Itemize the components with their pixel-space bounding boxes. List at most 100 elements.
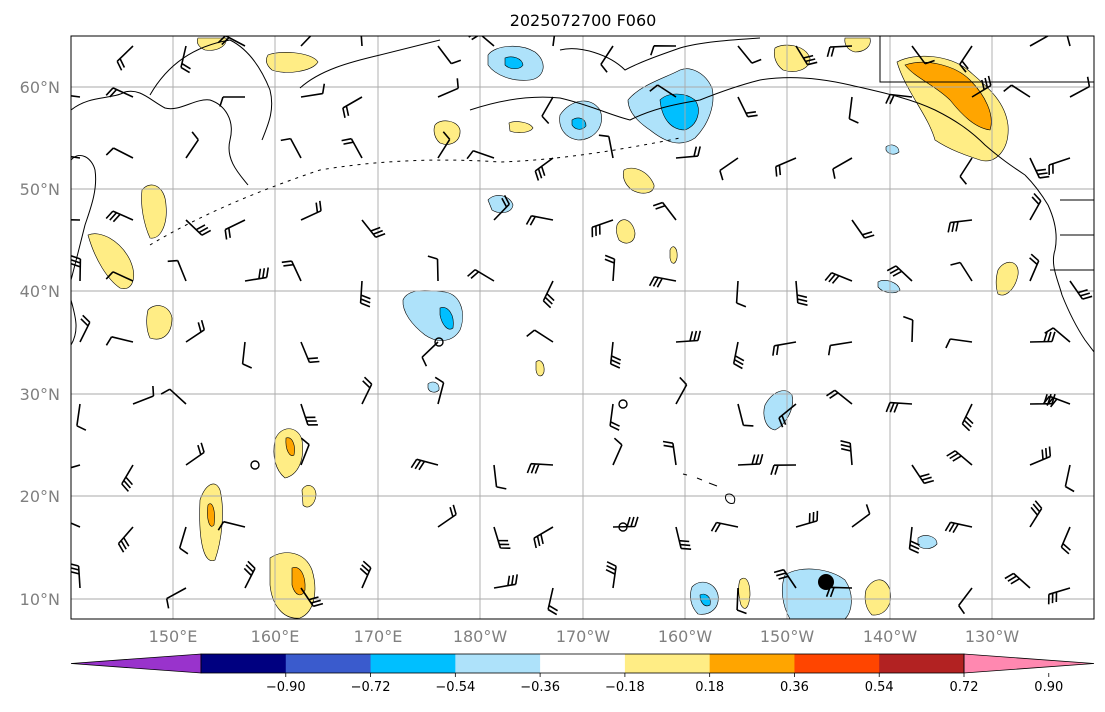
wind-barb (434, 376, 445, 405)
wind-barb (851, 219, 875, 239)
wind-barb (675, 376, 688, 405)
calm-circle (618, 399, 628, 409)
wind-barb (1004, 572, 1031, 589)
wind-barb (1029, 446, 1052, 466)
wind-barb (1029, 253, 1040, 282)
contour-negative-area (427, 381, 440, 393)
wind-barb (710, 521, 739, 533)
coastline-kamchatka (149, 39, 273, 141)
contour-positive-area (266, 52, 319, 73)
wind-barb (1029, 331, 1056, 343)
wind-barb (737, 403, 754, 427)
wind-barb (903, 315, 914, 343)
latitude-labels: 10°N 20°N 30°N 40°N 50°N 60°N (20, 78, 60, 609)
wind-barb (911, 464, 935, 485)
lat-label: 50°N (20, 180, 60, 199)
wind-barb (76, 403, 87, 431)
wind-barb (359, 560, 372, 589)
wind-barb (959, 45, 973, 73)
wind-barb (493, 574, 518, 589)
wind-barb (361, 219, 386, 238)
wind-barb (1047, 587, 1071, 605)
wind-barb (185, 219, 212, 236)
wind-barb (526, 462, 554, 474)
contour-positive-area (141, 184, 167, 239)
wind-barb (1044, 327, 1071, 343)
wind-barb (827, 341, 853, 356)
wind-barb (526, 329, 554, 343)
wind-barb (1069, 280, 1093, 300)
calm-circle (434, 337, 444, 347)
wind-barb (467, 269, 495, 282)
wind-barb (945, 338, 973, 349)
wind-barb (300, 83, 326, 98)
wind-barb (493, 195, 511, 221)
wind-barb (1029, 192, 1042, 221)
contour-negative-core (571, 117, 587, 130)
wind-barb (437, 504, 457, 528)
wind-barb (300, 403, 318, 426)
wind-barb (886, 265, 913, 282)
wind-barb (117, 526, 134, 553)
wind-barb (180, 45, 191, 74)
map-panel (70, 35, 1095, 620)
wind-barb (534, 157, 554, 181)
wind-barb (604, 254, 616, 282)
wind-barb (224, 219, 246, 240)
wind-barb (1066, 36, 1071, 47)
calm-markers (250, 337, 628, 532)
lon-label: 150°E (149, 627, 198, 646)
colorbar-label: −0.90 (266, 680, 306, 695)
wind-barb (735, 280, 747, 308)
wind-barb (773, 568, 797, 589)
colorbar-label: 0.90 (1034, 680, 1063, 695)
lon-label: 130°W (965, 627, 1020, 646)
wind-barb (1048, 157, 1071, 176)
colorbar: −0.90 −0.72 −0.54 −0.36 −0.18 0.18 0.36 0.54 0.7… (70, 653, 1095, 695)
wind-barb (950, 261, 973, 282)
colorbar-label: −0.54 (435, 680, 475, 695)
wind-barbs (71, 36, 1093, 616)
wind-barb (675, 146, 701, 159)
wind-barb (300, 437, 310, 466)
wind-barb (885, 401, 913, 413)
wind-barb (946, 450, 973, 466)
coastline-asia (71, 90, 249, 346)
wind-barb (342, 96, 363, 118)
wind-barb (662, 440, 677, 466)
wind-barb (105, 147, 134, 159)
wind-barb (280, 137, 302, 159)
contour-positive-area (508, 121, 534, 133)
wind-barb (219, 96, 245, 107)
wind-barb (533, 526, 554, 549)
wind-barb (600, 45, 614, 73)
wind-barb (612, 437, 623, 466)
wind-barb (947, 219, 973, 233)
wind-barb (1029, 157, 1050, 179)
wind-barb (542, 280, 555, 309)
colorbar-segment (201, 654, 287, 673)
wind-barb (1042, 395, 1071, 408)
lon-label: 160°E (251, 627, 300, 646)
figure-title: 2025072700 F060 (510, 11, 657, 30)
colorbar-extend-high (963, 653, 1095, 674)
wind-barb (360, 36, 363, 47)
wind-barb (737, 45, 762, 64)
contour-negative-core (439, 307, 454, 330)
lat-label: 30°N (20, 385, 60, 404)
contour-positive-area (773, 44, 811, 72)
wind-barb (851, 504, 871, 528)
wind-barb (612, 516, 639, 528)
lat-label: 60°N (20, 78, 60, 97)
wind-barb (795, 280, 808, 306)
contour-negative-core (659, 93, 699, 131)
wind-barb (1029, 500, 1043, 528)
wind-barb (775, 157, 797, 177)
wind-barb (243, 560, 256, 589)
colorbar-label: 0.72 (950, 680, 979, 695)
contour-positive-core (904, 62, 992, 131)
contour-negative-core (699, 593, 711, 607)
contour-positive-area (864, 579, 891, 616)
colorbar-segment (370, 654, 456, 673)
colorbar-segment (709, 654, 795, 673)
